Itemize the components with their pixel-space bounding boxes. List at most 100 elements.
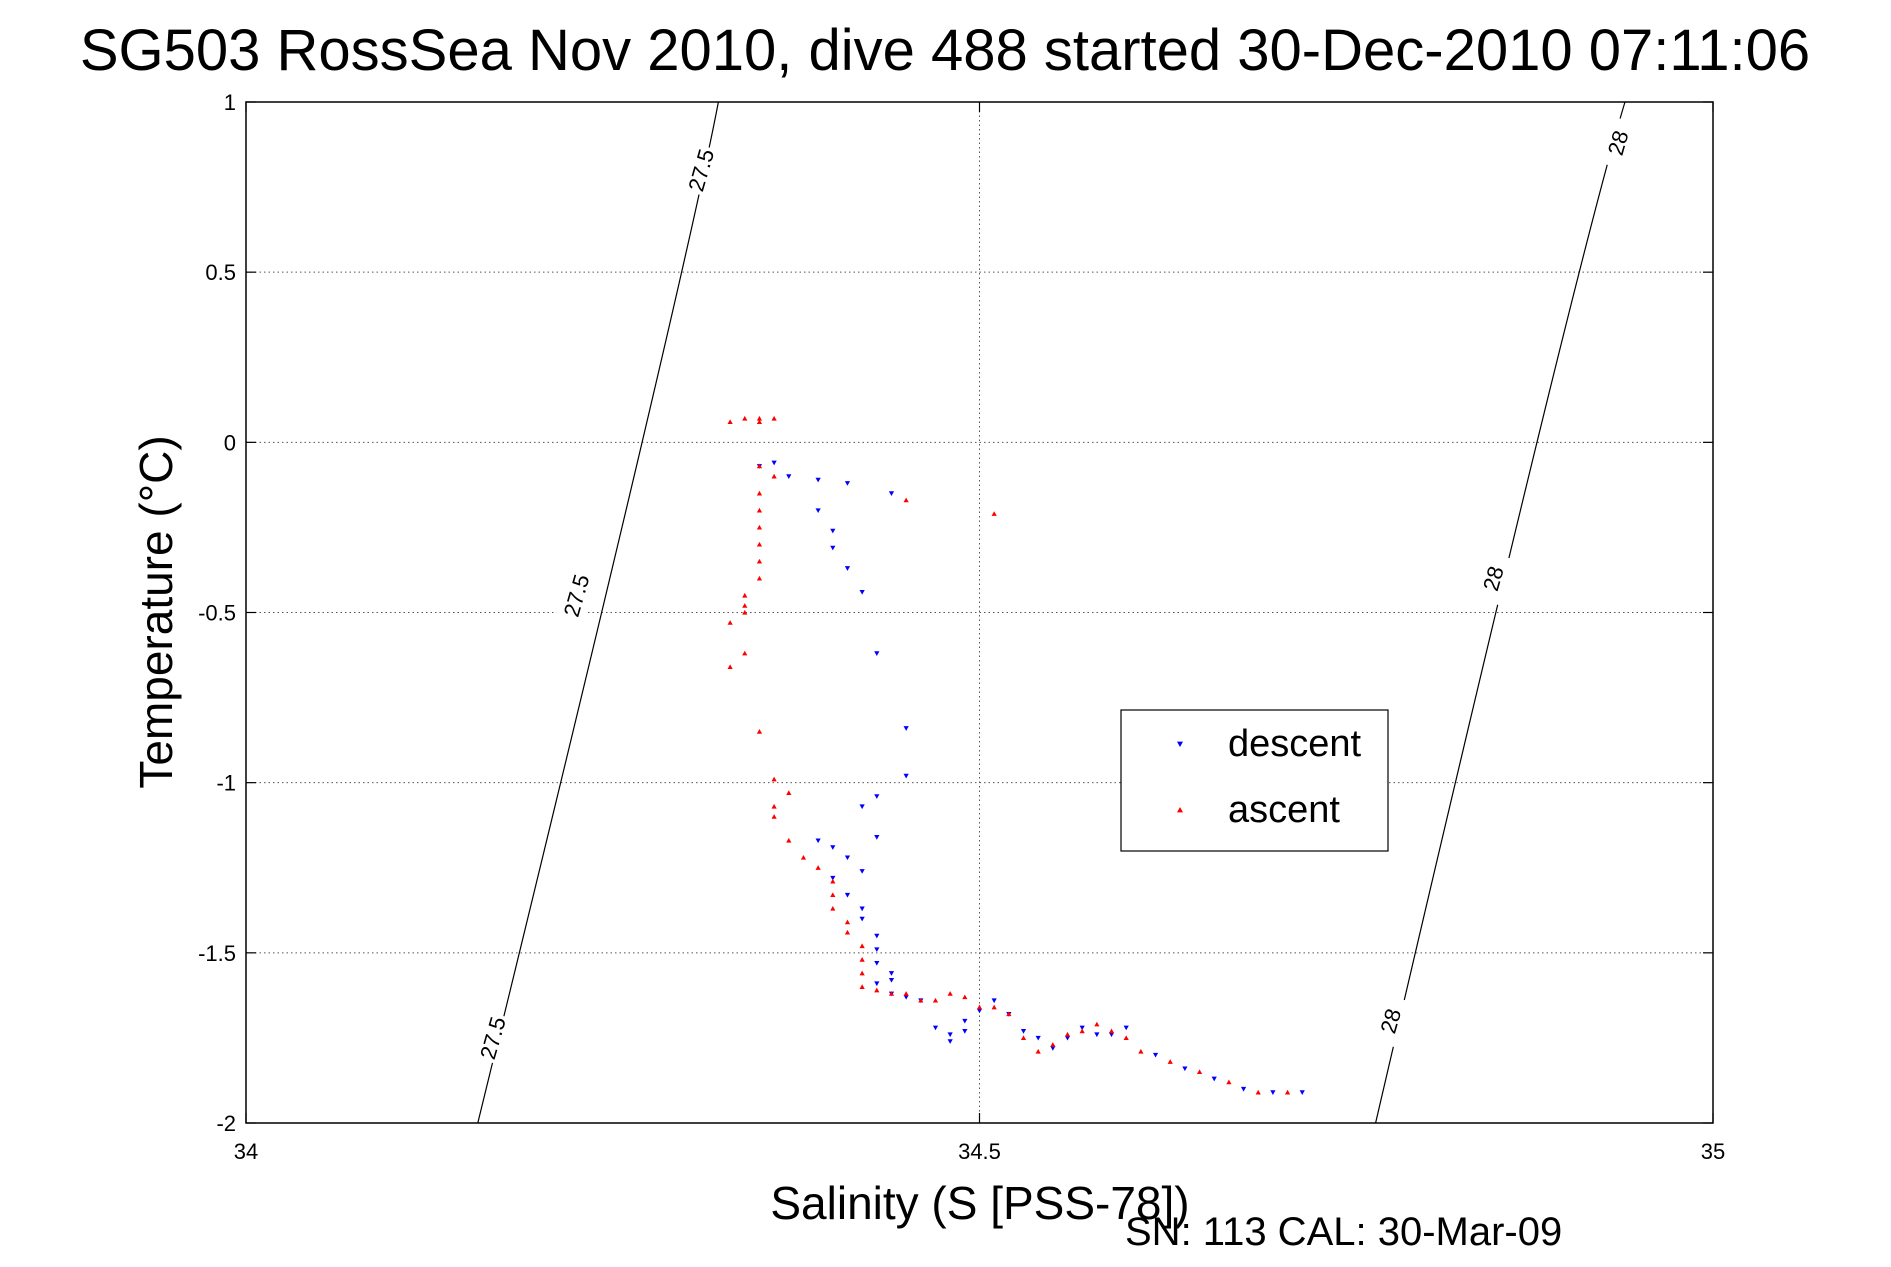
- ascent-point: [859, 970, 865, 976]
- ascent-point: [756, 419, 763, 424]
- descent-point: [1064, 1035, 1071, 1041]
- isopycnal-label-group: 28: [1370, 993, 1411, 1048]
- ascent-point: [771, 415, 777, 421]
- y-tick-label: 0.5: [205, 260, 236, 285]
- descent-point: [815, 838, 821, 844]
- ascent-point: [756, 415, 763, 421]
- descent-point: [786, 474, 792, 479]
- y-axis-label: Temperature (°C): [130, 435, 182, 788]
- isopycnal-label-gap: [1472, 551, 1514, 606]
- descent-point: [830, 875, 836, 881]
- ascent-point: [947, 991, 953, 996]
- ascent-point: [727, 419, 733, 424]
- ascent-point: [918, 997, 924, 1003]
- descent-point: [1108, 1032, 1115, 1038]
- ascent-point: [1255, 1089, 1261, 1095]
- isopycnal-label-gap: [556, 568, 597, 623]
- descent-point: [1211, 1076, 1217, 1082]
- descent-point: [844, 481, 851, 486]
- descent-point: [888, 491, 895, 496]
- ascent-point: [1020, 1035, 1027, 1040]
- ascent-point: [962, 994, 968, 1000]
- ascent-point: [815, 865, 821, 870]
- descent-point: [947, 1032, 953, 1038]
- ascent-point: [727, 664, 733, 670]
- descent-point: [815, 508, 821, 513]
- descent-point: [771, 460, 777, 466]
- ascent-point: [771, 814, 777, 819]
- x-tick-label: 34.5: [958, 1139, 1001, 1164]
- isopycnal-label-gap: [1370, 993, 1411, 1048]
- descent-point: [976, 1008, 983, 1014]
- y-tick-label: 1: [224, 90, 236, 115]
- descent-point: [1035, 1035, 1041, 1041]
- ascent-point: [844, 919, 851, 925]
- legend-marker-ascent: [1177, 807, 1183, 813]
- ascent-point: [771, 803, 777, 809]
- descent-point: [1182, 1066, 1188, 1072]
- ascent-point: [976, 1004, 983, 1010]
- isopycnal-label-gap: [472, 1010, 513, 1065]
- descent-point: [1152, 1052, 1159, 1058]
- isopycnal-label: 27.5: [683, 146, 719, 194]
- descent-point: [859, 916, 865, 922]
- ascent-point: [1035, 1048, 1041, 1054]
- ascent-point: [786, 790, 792, 795]
- y-tick-label: -1.5: [198, 941, 236, 966]
- isopycnal-line: [1375, 101, 1626, 1124]
- descent-point: [888, 971, 895, 976]
- chart-title: SG503 RossSea Nov 2010, dive 488 started…: [80, 18, 1810, 83]
- descent-point: [830, 845, 836, 850]
- ascent-point: [1050, 1042, 1056, 1047]
- ascent-point: [742, 603, 748, 608]
- descent-point: [888, 977, 895, 983]
- descent-point: [1123, 1025, 1129, 1031]
- x-axis-label: Salinity (S [PSS-78]): [770, 1177, 1189, 1229]
- x-tick-label: 34: [234, 1139, 258, 1164]
- grid-lines: [245, 101, 1714, 1124]
- ascent-point: [1284, 1089, 1291, 1095]
- descent-point: [1299, 1090, 1305, 1095]
- ascent-point: [859, 957, 865, 962]
- descent-point: [874, 933, 880, 939]
- descent-point: [962, 1018, 968, 1024]
- ascent-point: [1006, 1011, 1012, 1017]
- ascent-point: [742, 650, 748, 656]
- ascent-point: [932, 997, 939, 1003]
- descent-point: [991, 998, 997, 1004]
- descent-point: [947, 1039, 953, 1044]
- ascent-point: [1108, 1028, 1115, 1034]
- ascent-point: [859, 984, 865, 989]
- descent-point: [1240, 1086, 1247, 1092]
- ascent-point: [771, 776, 777, 782]
- isopycnal-label-gap: [1597, 115, 1638, 170]
- descent-point: [903, 726, 909, 731]
- ascent-point: [903, 991, 909, 996]
- calibration-footnote: SN: 113 CAL: 30-Mar-09: [1125, 1210, 1562, 1254]
- ascent-point: [727, 620, 733, 625]
- ascent-point: [1226, 1079, 1232, 1085]
- axis-ticks: 34 34.5 35 1 0.5 0 -0.5 -1 -1.5 -2: [198, 90, 1725, 1164]
- descent-point: [859, 869, 865, 874]
- ascent-point: [1123, 1035, 1129, 1040]
- descent-point: [874, 960, 880, 966]
- ascent-point: [771, 473, 777, 479]
- descent-point: [859, 906, 865, 912]
- legend-marker-descent: [1177, 741, 1183, 747]
- descent-point: [962, 1029, 968, 1034]
- x-tick-label: 35: [1701, 1139, 1725, 1164]
- descent-point: [815, 477, 821, 483]
- descent-point: [830, 528, 836, 534]
- ascent-point: [830, 905, 836, 911]
- ascent-point: [1064, 1031, 1071, 1037]
- descent-point: [903, 773, 909, 779]
- ascent-point: [903, 497, 909, 503]
- descent-point: [1020, 1029, 1027, 1034]
- descent-point: [859, 804, 865, 810]
- ascent-point: [991, 1004, 997, 1010]
- descent-point: [874, 981, 880, 987]
- legend-label-ascent: ascent: [1228, 789, 1340, 831]
- ascent-point: [756, 507, 763, 513]
- ascent-point: [844, 929, 851, 935]
